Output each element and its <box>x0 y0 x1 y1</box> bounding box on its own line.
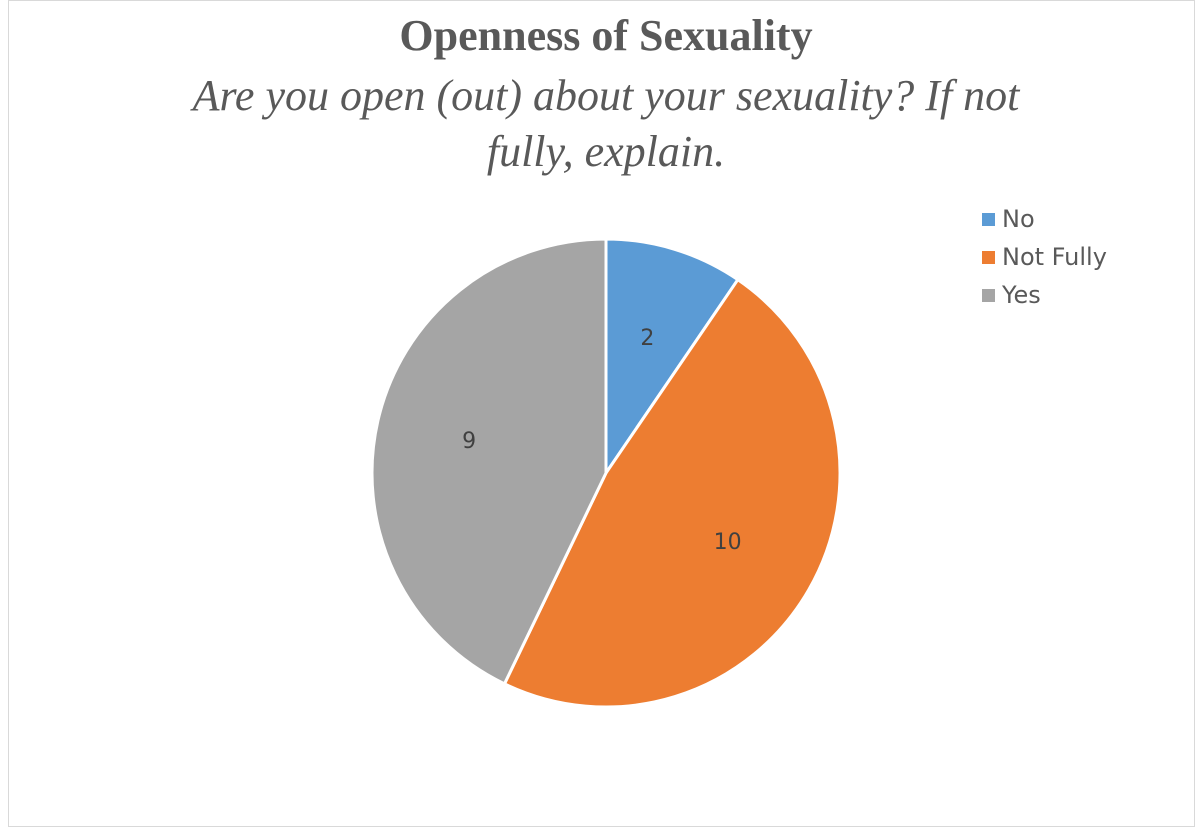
legend-swatch-yes <box>982 288 995 302</box>
legend-swatch-not-fully <box>982 250 995 264</box>
legend-label-not-fully: Not Fully <box>1002 243 1107 271</box>
chart-legend: No Not Fully Yes <box>982 200 1107 314</box>
chart-subtitle-line-2: fully, explain. <box>486 127 726 176</box>
legend-label-yes: Yes <box>1002 281 1041 309</box>
pie-slice-yes <box>370 237 608 686</box>
chart-subtitle-line-1: Are you open (out) about your sexuality?… <box>192 71 1020 120</box>
chart-subtitle: Are you open (out) about your sexuality?… <box>0 68 1201 180</box>
chart-title: Openness of Sexuality <box>399 11 813 60</box>
pie-slice-not-fully <box>502 277 842 709</box>
pie-slices <box>370 237 842 709</box>
pie-data-labels: 2 10 9 <box>462 326 741 555</box>
legend-swatch-no <box>982 212 995 226</box>
legend-item-no: No <box>982 200 1107 238</box>
data-label-yes: 9 <box>462 429 476 454</box>
data-label-not-fully: 10 <box>714 530 742 555</box>
legend-item-not-fully: Not Fully <box>982 238 1107 276</box>
data-label-no: 2 <box>640 326 654 351</box>
pie-slice-no <box>604 237 740 478</box>
legend-label-no: No <box>1002 205 1035 233</box>
legend-item-yes: Yes <box>982 276 1107 314</box>
